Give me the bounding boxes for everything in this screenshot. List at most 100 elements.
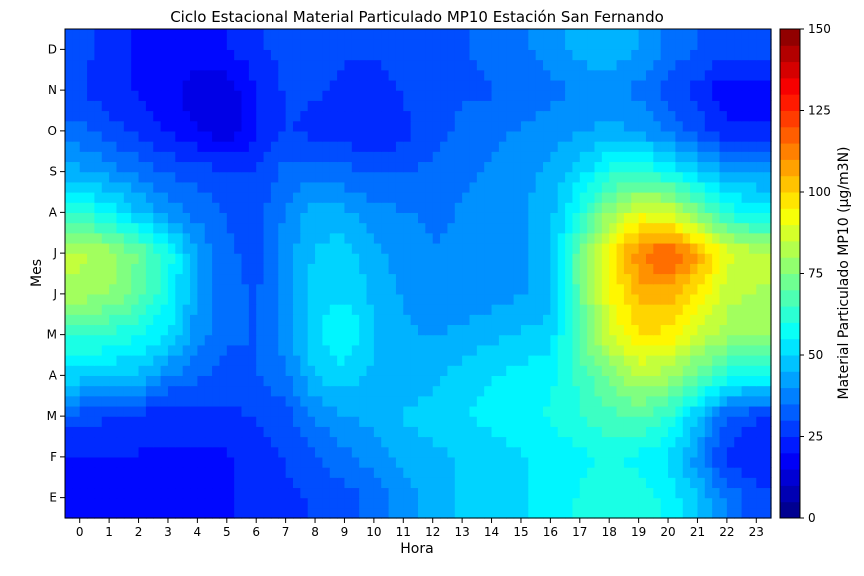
heatmap-cell — [109, 293, 118, 305]
heatmap-cell — [719, 477, 728, 489]
heatmap-cell — [601, 324, 610, 336]
heatmap-cell — [572, 456, 581, 468]
heatmap-cell — [631, 314, 640, 326]
heatmap-cell — [462, 171, 471, 183]
heatmap-cell — [513, 344, 522, 356]
heatmap-cell — [395, 171, 404, 183]
heatmap-cell — [587, 487, 596, 499]
heatmap-cell — [543, 212, 551, 224]
heatmap-cell — [366, 405, 375, 417]
heatmap-cell — [748, 110, 757, 122]
heatmap-cell — [528, 507, 537, 519]
heatmap-cell — [675, 293, 684, 305]
heatmap-cell — [690, 395, 699, 407]
heatmap-cell — [491, 446, 500, 458]
heatmap-cell — [748, 273, 757, 285]
heatmap-cell — [329, 365, 338, 376]
heatmap-cell — [344, 79, 353, 91]
heatmap-cell — [197, 263, 206, 275]
heatmap-cell — [366, 497, 375, 509]
heatmap-cell — [572, 29, 581, 40]
heatmap-cell — [638, 171, 647, 183]
heatmap-cell — [395, 283, 404, 295]
heatmap-cell — [241, 467, 250, 478]
heatmap-cell — [79, 192, 88, 203]
heatmap-cell — [212, 263, 221, 275]
heatmap-cell — [79, 263, 88, 275]
heatmap-cell — [462, 314, 471, 326]
heatmap-cell — [572, 497, 581, 509]
y-tick-label: A — [49, 205, 58, 219]
heatmap-cell — [153, 130, 162, 142]
heatmap-cell — [587, 202, 596, 213]
heatmap-cell — [572, 100, 581, 112]
heatmap-cell — [212, 171, 221, 183]
heatmap-cell — [197, 161, 206, 173]
heatmap-cell — [432, 497, 441, 509]
heatmap-cell — [248, 141, 257, 152]
heatmap-cell — [219, 181, 228, 193]
heatmap-cell — [373, 39, 382, 50]
heatmap-cell — [131, 497, 140, 509]
heatmap-cell — [337, 161, 346, 173]
heatmap-cell — [131, 181, 140, 193]
heatmap-cell — [601, 405, 610, 417]
heatmap-cell — [432, 161, 441, 173]
heatmap-cell — [351, 110, 360, 122]
heatmap-cell — [432, 120, 441, 132]
heatmap-cell — [690, 161, 699, 173]
heatmap-cell — [734, 253, 743, 264]
heatmap-cell — [219, 385, 228, 397]
heatmap-cell — [366, 120, 375, 132]
heatmap-cell — [263, 192, 272, 203]
heatmap-cell — [197, 120, 206, 132]
heatmap-cell — [94, 273, 103, 285]
heatmap-cell — [440, 436, 449, 448]
heatmap-cell — [263, 344, 272, 356]
heatmap-cell — [175, 283, 184, 295]
heatmap-cell — [712, 49, 721, 61]
heatmap-cell — [337, 232, 346, 244]
heatmap-cell — [329, 69, 338, 81]
heatmap-cell — [65, 456, 73, 468]
heatmap-cell — [484, 39, 493, 50]
heatmap-cell — [616, 181, 625, 193]
heatmap-cell — [513, 161, 522, 173]
heatmap-cell — [131, 141, 140, 152]
heatmap-cell — [322, 446, 331, 458]
heatmap-cell — [631, 324, 640, 336]
heatmap-cell — [660, 212, 669, 224]
heatmap-cell — [241, 161, 250, 173]
heatmap-cell — [638, 467, 647, 478]
heatmap-cell — [344, 39, 353, 50]
heatmap-cell — [138, 232, 147, 244]
heatmap-cell — [616, 120, 625, 132]
heatmap-cell — [65, 161, 73, 173]
heatmap-cell — [734, 49, 743, 61]
heatmap-cell — [498, 39, 507, 50]
heatmap-cell — [594, 375, 603, 387]
heatmap-cell — [418, 365, 426, 376]
heatmap-cell — [704, 232, 713, 244]
heatmap-cell — [219, 507, 228, 519]
colorbar-segment — [780, 387, 800, 405]
heatmap-cell — [565, 202, 574, 213]
heatmap-cell — [94, 375, 103, 387]
heatmap-cell — [373, 283, 382, 295]
heatmap-cell — [160, 273, 169, 285]
heatmap-cell — [381, 405, 390, 417]
heatmap-cell — [748, 344, 757, 356]
heatmap-cell — [79, 467, 88, 478]
heatmap-cell — [322, 253, 331, 264]
heatmap-cell — [344, 263, 353, 275]
heatmap-cell — [476, 29, 485, 40]
heatmap-cell — [432, 416, 441, 427]
heatmap-cell — [410, 507, 419, 519]
heatmap-cell — [109, 181, 118, 193]
heatmap-cell — [550, 426, 559, 438]
heatmap-cell — [263, 375, 272, 387]
heatmap-cell — [763, 416, 772, 427]
heatmap-cell — [395, 212, 404, 224]
heatmap-cell — [601, 436, 610, 448]
heatmap-cell — [344, 222, 353, 234]
